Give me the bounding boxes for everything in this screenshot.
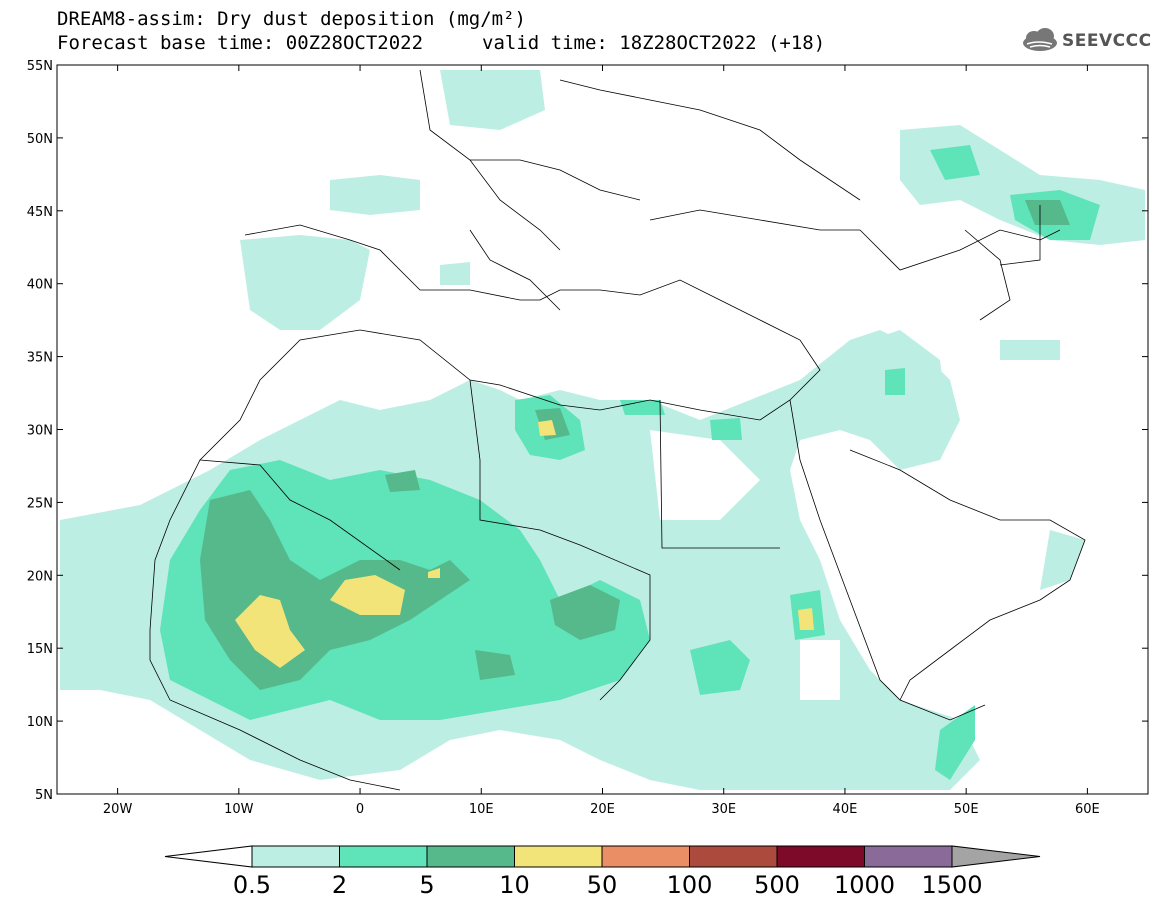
lat-tick-label: 45N	[27, 205, 53, 220]
colorbar-label: 1500	[921, 871, 982, 899]
colorbar-label: 100	[667, 871, 713, 899]
logo-text: SEEVCCC	[1062, 31, 1152, 51]
colorbar-under-triangle	[164, 845, 253, 868]
lat-tick-label: 55N	[27, 59, 53, 74]
lon-tick-label: 30E	[711, 802, 736, 817]
lon-tick-label: 60E	[1075, 802, 1100, 817]
colorbar-swatch	[514, 845, 603, 868]
lon-tick-label: 20E	[590, 802, 615, 817]
lat-tick-label: 15N	[27, 642, 53, 657]
coastlines	[149, 69, 1086, 791]
forecast-base-time: Forecast base time: 00Z28OCT2022	[57, 32, 424, 54]
lat-tick-label: 5N	[35, 788, 53, 803]
colorbar-swatch	[426, 845, 515, 868]
colorbar-swatch	[689, 845, 778, 868]
lon-tick-label: 10W	[224, 802, 254, 817]
colorbar-swatch	[251, 845, 340, 868]
colorbar-swatch	[864, 845, 953, 868]
lat-tick-label: 35N	[27, 351, 53, 366]
lat-tick-label: 30N	[27, 424, 53, 439]
colorbar-swatch	[776, 845, 865, 868]
lon-tick-label: 40E	[833, 802, 858, 817]
colorbar-label: 1000	[834, 871, 895, 899]
dust-field	[60, 70, 1145, 790]
dust-level-10	[235, 420, 814, 668]
colorbar-label: 50	[587, 871, 618, 899]
colorbar-swatch	[601, 845, 690, 868]
lat-tick-label: 10N	[27, 715, 53, 730]
map-title: DREAM8-assim: Dry dust deposition (mg/m²…	[57, 8, 526, 30]
colorbar-over-triangle	[951, 845, 1041, 868]
lat-tick-label: 20N	[27, 569, 53, 584]
colorbar-label: 2	[332, 871, 347, 899]
colorbar-label: 500	[754, 871, 800, 899]
colorbar-label: 5	[419, 871, 434, 899]
longitude-axis: 20W 10W 0 10E 20E 30E 40E 50E 60E	[103, 65, 1100, 817]
lat-tick-label: 25N	[27, 496, 53, 511]
colorbar-swatch	[339, 845, 428, 868]
lon-tick-label: 10E	[469, 802, 494, 817]
latitude-axis: 5N 10N 15N 20N 25N 30N 35N 40N 45N 50N 55N	[27, 59, 1148, 803]
lat-tick-label: 40N	[27, 278, 53, 293]
lon-tick-label: 20W	[103, 802, 133, 817]
cloud-icon	[1023, 28, 1057, 51]
lon-tick-label: 0	[356, 802, 364, 817]
lat-tick-label: 50N	[27, 132, 53, 147]
colorbar: 0.5 2 5 10 50 100 500 1000 1500	[164, 845, 1041, 899]
valid-time: valid time: 18Z28OCT2022 (+18)	[482, 32, 826, 54]
colorbar-label: 0.5	[233, 871, 271, 899]
colorbar-label: 10	[499, 871, 530, 899]
lon-tick-label: 50E	[954, 802, 979, 817]
